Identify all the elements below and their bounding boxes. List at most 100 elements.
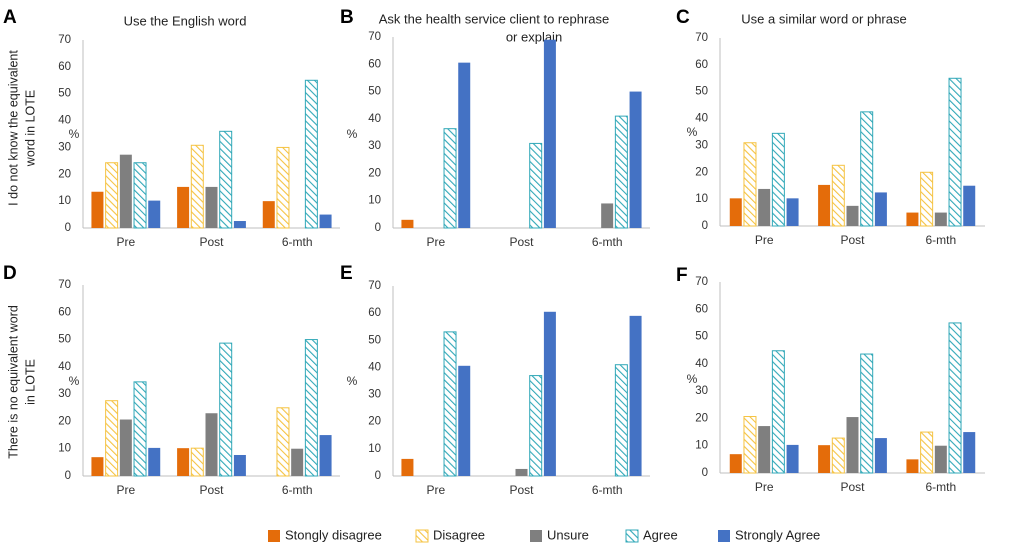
y-tick-label: 0 [65, 470, 71, 482]
bar-unsure-post [205, 413, 218, 476]
bar-agree-pre [443, 331, 457, 477]
legend-label: Disagree [433, 527, 485, 542]
bar-strongly-agree-post [233, 454, 246, 476]
bar-stongly-disagree-pre [729, 454, 742, 473]
bar-unsure-pre [758, 188, 771, 226]
y-tick-label: 40 [58, 361, 71, 373]
bar-agree-6-mth [304, 339, 318, 477]
y-tick-label: 10 [58, 443, 71, 455]
bar-stongly-disagree-post [818, 184, 831, 226]
bar-disagree-6-mth [276, 146, 290, 229]
bar-unsure-6-mth [601, 203, 614, 228]
bar-agree-post [219, 130, 233, 229]
y-tick-label: 70 [695, 32, 708, 44]
panel-d: D 0 10 20 30 40 50 60 70% Pre Post 6-mth [3, 263, 340, 497]
bar-agree-post [860, 111, 874, 227]
bar-disagree-post [831, 164, 845, 227]
legend-item-agree: Agree [625, 527, 678, 543]
bar-unsure-pre [119, 419, 132, 476]
y-tick-label: 40 [695, 113, 708, 125]
x-category-label: 6-mth [925, 480, 956, 494]
bar-agree-post [219, 342, 233, 477]
bar-agree-pre [443, 128, 457, 229]
legend-swatch [718, 530, 730, 542]
bar-agree-pre [771, 132, 785, 227]
x-category-label: Post [509, 483, 534, 497]
bar-strongly-agree-post [543, 311, 556, 476]
bar-agree-6-mth [304, 79, 318, 229]
panel-letter: E [340, 263, 353, 284]
panel-e: E 0 10 20 30 40 50 60 70% Pre Post 6-mth [340, 263, 650, 497]
y-tick-label: 30 [368, 140, 381, 152]
bar-disagree-pre [105, 162, 119, 229]
y-tick-label: 20 [58, 168, 71, 180]
y-tick-label: 30 [695, 385, 708, 397]
row-label-line: in LOTE [23, 359, 37, 405]
row-label-line: There is no equivalent word [6, 305, 20, 459]
bar-agree-pre [771, 350, 785, 474]
x-category-label: Pre [755, 233, 774, 247]
y-tick-label: 10 [58, 195, 71, 207]
bar-strongly-agree-6-mth [319, 435, 332, 476]
y-tick-label: 70 [695, 276, 708, 288]
bar-unsure-post [205, 186, 218, 228]
bar-strongly-agree-6-mth [963, 185, 976, 226]
y-tick-label: 50 [368, 86, 381, 98]
x-category-label: Post [199, 235, 224, 249]
x-category-label: Post [509, 235, 534, 249]
bar-strongly-agree-post [233, 221, 246, 228]
bar-agree-6-mth [614, 115, 628, 229]
y-tick-label: 40 [58, 115, 71, 127]
x-category-label: Pre [116, 235, 135, 249]
x-category-label: 6-mth [925, 233, 956, 247]
legend-swatch [625, 529, 639, 543]
y-tick-label: 0 [702, 467, 708, 479]
y-axis-label: % [347, 374, 358, 388]
bar-strongly-agree-post [874, 438, 887, 473]
bar-stongly-disagree-pre [401, 219, 414, 228]
row-label-line: word in LOTE [23, 90, 37, 167]
x-category-label: 6-mth [592, 483, 623, 497]
y-axis-label: % [347, 127, 358, 141]
bar-disagree-pre [743, 142, 757, 227]
panel-letter: F [676, 265, 688, 286]
bar-strongly-agree-6-mth [629, 91, 642, 228]
y-tick-label: 20 [695, 412, 708, 424]
bar-stongly-disagree-pre [91, 191, 104, 228]
legend-swatch [530, 530, 542, 542]
bar-unsure-pre [119, 154, 132, 228]
y-tick-label: 20 [368, 167, 381, 179]
y-tick-label: 60 [58, 306, 71, 318]
y-tick-label: 10 [368, 443, 381, 455]
bar-stongly-disagree-pre [729, 198, 742, 226]
y-tick-label: 60 [695, 59, 708, 71]
bar-unsure-6-mth [934, 445, 947, 473]
panel-b: B Ask the health service client to rephra… [340, 7, 650, 249]
bar-strongly-agree-pre [148, 447, 161, 476]
bar-stongly-disagree-post [177, 448, 190, 476]
row-label-2: There is no equivalent word in LOTE [6, 305, 37, 459]
panel-letter: D [3, 263, 17, 284]
x-category-label: Pre [426, 235, 445, 249]
y-axis-label: % [69, 127, 80, 141]
y-tick-label: 40 [695, 358, 708, 370]
x-category-label: 6-mth [592, 235, 623, 249]
y-axis-label: % [69, 374, 80, 388]
bar-stongly-disagree-6-mth [906, 459, 919, 473]
bar-stongly-disagree-6-mth [262, 201, 275, 228]
legend-label: Unsure [547, 527, 589, 542]
y-tick-label: 30 [58, 388, 71, 400]
y-tick-label: 30 [695, 139, 708, 151]
y-tick-label: 20 [695, 166, 708, 178]
y-tick-label: 50 [58, 334, 71, 346]
x-category-label: 6-mth [282, 235, 313, 249]
bar-unsure-post [515, 468, 528, 476]
x-category-label: Post [840, 233, 865, 247]
legend-label: Strongly Agree [735, 527, 820, 542]
y-tick-label: 50 [368, 334, 381, 346]
panel-a: A Use the English word 0 10 20 30 40 50 60 70% Pre… [3, 7, 340, 249]
legend-item-stongly-disagree: Stongly disagree [268, 527, 382, 542]
y-axis-label: % [687, 372, 698, 386]
chart-title: Use a similar word or phrase [741, 11, 906, 26]
